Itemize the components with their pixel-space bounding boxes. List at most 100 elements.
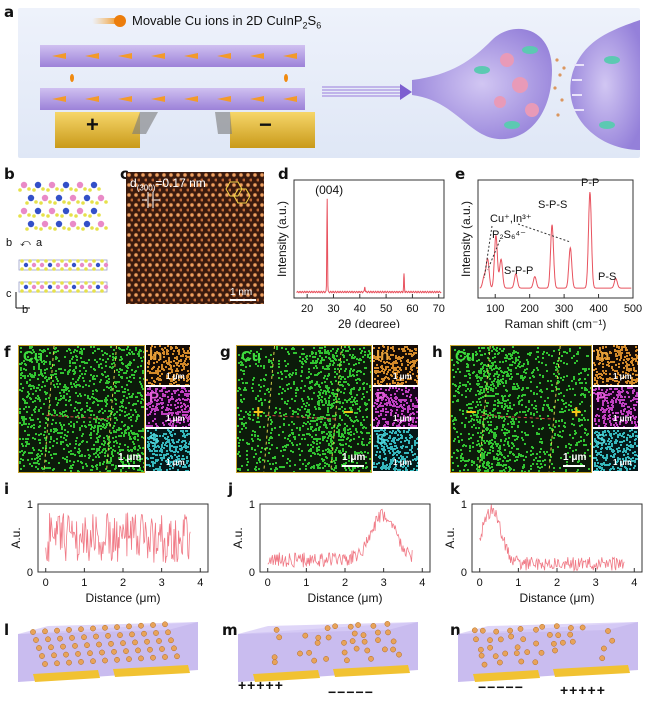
atom xyxy=(39,262,45,268)
cu-ion xyxy=(171,645,177,652)
x-axis-label: Distance (μm) xyxy=(86,591,161,605)
cu-ion xyxy=(487,637,493,643)
cu-ion xyxy=(120,640,126,646)
panel-label-a: a xyxy=(4,3,15,21)
y-axis-label: Intensity (a.u.) xyxy=(459,201,473,277)
n-left-charges: −−−−− xyxy=(478,679,524,695)
cu-ion xyxy=(493,628,500,635)
atom xyxy=(71,284,77,290)
cu-ion xyxy=(507,627,513,634)
atom xyxy=(60,259,64,263)
cu-ion xyxy=(60,643,66,650)
cu-ion xyxy=(567,631,574,638)
crystal-structure xyxy=(18,181,109,293)
atom xyxy=(95,201,99,205)
device-3d-m xyxy=(238,621,418,682)
cu-ion xyxy=(302,632,309,639)
s-map-g xyxy=(373,429,418,471)
atom xyxy=(20,181,28,189)
atom xyxy=(55,262,61,268)
cu-map-g xyxy=(236,345,372,473)
cu-ion xyxy=(69,635,75,641)
cu-ion xyxy=(579,624,586,631)
atom xyxy=(53,227,57,231)
profile-chart-i: 0 1 2 3 4 0 1 Distance (μm) A.u. xyxy=(9,499,209,605)
cu-ion xyxy=(368,655,374,662)
cu-ion xyxy=(66,627,72,633)
atom xyxy=(95,284,101,290)
x-tick-label: 2 xyxy=(120,577,126,589)
atom xyxy=(48,207,56,215)
cu-ion xyxy=(141,630,147,637)
profile-line xyxy=(45,512,191,563)
cu-ion-icon xyxy=(283,96,297,102)
axis-b-label: b xyxy=(6,237,13,249)
atom xyxy=(74,214,78,218)
cu-ion xyxy=(63,651,69,658)
atom xyxy=(27,213,31,217)
x-tick-label: 40 xyxy=(354,303,366,315)
device-3d-n xyxy=(458,622,638,682)
cu-ion xyxy=(471,627,478,634)
atom xyxy=(41,213,45,217)
cu-ion xyxy=(349,638,356,644)
p-label-f: P xyxy=(149,389,160,406)
x-tick-label: 1 xyxy=(303,577,309,589)
cu-ion xyxy=(351,630,358,637)
x-tick-label: 50 xyxy=(380,303,392,315)
d-spacing-label: d(300)=0.17 nm xyxy=(130,176,206,192)
electrode-right xyxy=(113,665,190,677)
spacing-marker-icon xyxy=(142,192,160,208)
atom xyxy=(28,281,32,285)
cu-ion-icon xyxy=(85,53,99,59)
peak-annotation: S-P-S xyxy=(538,199,567,211)
cu-ion-icon xyxy=(118,53,132,59)
x-axis-label: Distance (μm) xyxy=(308,591,383,605)
cu-ion xyxy=(108,640,114,647)
atom xyxy=(47,262,53,268)
cu-ion xyxy=(518,658,525,665)
atom xyxy=(69,213,73,217)
axis-frame xyxy=(477,179,634,299)
x-tick-label: 3 xyxy=(593,577,599,589)
cu-map-h xyxy=(450,345,592,473)
arrow-icon xyxy=(322,84,412,100)
electrode-boundary-lines xyxy=(478,346,561,472)
panel-label-i: i xyxy=(4,480,10,498)
atom xyxy=(76,267,80,271)
scale-p-g: 1 μm xyxy=(393,414,412,423)
atom xyxy=(100,289,104,293)
x-tick-label: 0 xyxy=(477,577,483,589)
scale-label-g: 1 μm xyxy=(342,452,366,463)
atom xyxy=(55,194,63,202)
cu-ion xyxy=(111,648,117,655)
cu-ion xyxy=(105,632,111,639)
h-right-sign: + xyxy=(571,402,582,422)
atom xyxy=(41,187,45,191)
cu-ion xyxy=(75,651,81,657)
atom xyxy=(104,200,108,204)
scale-p-f: 1 μm xyxy=(166,414,185,423)
atom xyxy=(39,284,45,290)
cu-ion xyxy=(129,631,135,638)
cu-ion xyxy=(102,624,108,631)
cu-ion xyxy=(355,622,361,628)
atom xyxy=(84,289,88,293)
x-tick-label: 70 xyxy=(433,303,445,315)
atom xyxy=(97,220,105,228)
cu-ion xyxy=(33,637,39,643)
cu-ion xyxy=(30,629,36,635)
cu-ion xyxy=(99,649,105,656)
x-axis-label: Raman shift (cm⁻¹) xyxy=(505,317,607,331)
panel-label-e: e xyxy=(455,165,466,183)
atom xyxy=(20,267,24,271)
d-letter: d xyxy=(130,176,137,190)
cu-ion xyxy=(54,660,60,667)
atom xyxy=(60,281,64,285)
h-left-sign: − xyxy=(466,402,477,422)
cu-ion xyxy=(96,641,102,648)
atom xyxy=(41,194,49,202)
cu-ion xyxy=(174,653,180,660)
peak-annotation: (004) xyxy=(315,183,343,197)
cu-ion-icon xyxy=(284,74,288,82)
